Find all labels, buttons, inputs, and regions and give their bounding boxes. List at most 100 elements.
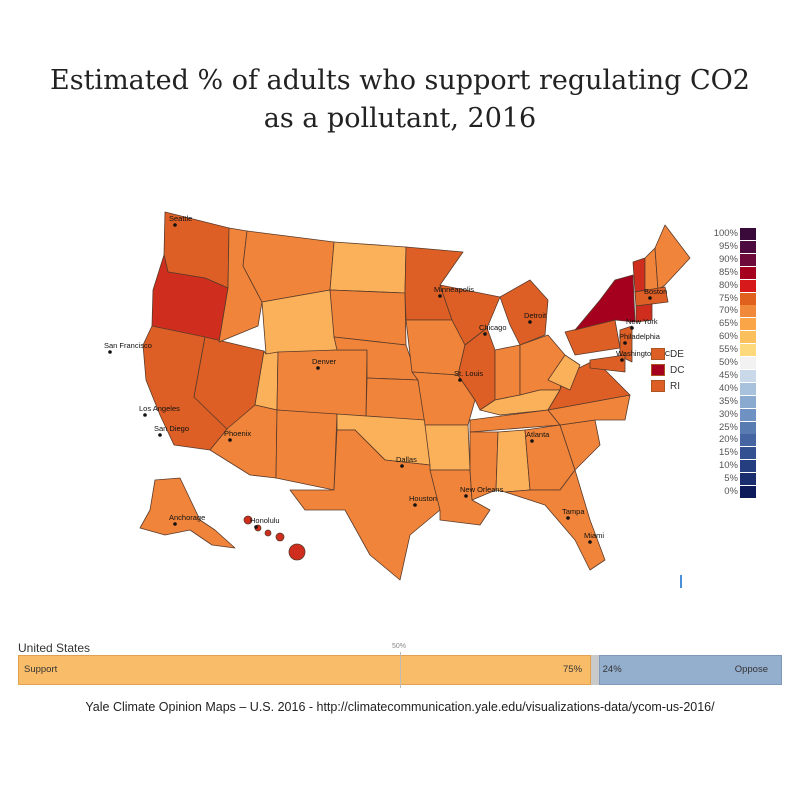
state-ma bbox=[634, 286, 669, 307]
city-dot bbox=[108, 350, 112, 354]
legend-swatch bbox=[740, 305, 756, 318]
legend-label: 10% bbox=[718, 460, 738, 472]
city-dot bbox=[228, 438, 232, 442]
legend-row: 35% bbox=[706, 395, 756, 408]
state-me bbox=[654, 224, 691, 291]
legend-row: 25% bbox=[706, 421, 756, 434]
legend-label: 45% bbox=[718, 369, 738, 381]
oppose-value: 24% bbox=[602, 664, 622, 675]
source-citation: Yale Climate Opinion Maps – U.S. 2016 - … bbox=[85, 700, 715, 714]
city-dot bbox=[458, 378, 462, 382]
small-state-swatch bbox=[651, 380, 665, 392]
state-ct bbox=[635, 303, 653, 323]
state-ak bbox=[139, 477, 236, 549]
legend-label: 30% bbox=[718, 408, 738, 420]
support-bar bbox=[18, 655, 591, 685]
city-label: Miami bbox=[584, 531, 604, 540]
city-label: Minneapolis bbox=[434, 285, 474, 294]
city-dot bbox=[530, 439, 534, 443]
legend-label: 20% bbox=[718, 434, 738, 446]
state-hi-island bbox=[275, 532, 285, 542]
legend-swatch bbox=[740, 279, 756, 292]
legend-swatch bbox=[740, 253, 756, 266]
city-dot bbox=[630, 326, 634, 330]
legend-row: 0% bbox=[706, 486, 756, 498]
text-cursor bbox=[680, 575, 682, 588]
support-value: 75% bbox=[563, 664, 583, 675]
city-label: St. Louis bbox=[454, 369, 483, 378]
legend-row: 100% bbox=[706, 228, 756, 240]
legend-label: 60% bbox=[718, 331, 738, 343]
legend-row: 95% bbox=[706, 240, 756, 253]
city-label: Chicago bbox=[479, 323, 507, 332]
legend-swatch bbox=[740, 421, 756, 434]
legend-label: 55% bbox=[718, 344, 738, 356]
legend-swatch bbox=[740, 408, 756, 421]
legend-label: 0% bbox=[724, 486, 738, 497]
map-title: Estimated % of adults who support regula… bbox=[0, 62, 800, 138]
legend-row: 55% bbox=[706, 344, 756, 357]
legend-row: 65% bbox=[706, 318, 756, 331]
legend-label: 95% bbox=[718, 240, 738, 252]
city-label: San Francisco bbox=[104, 341, 152, 350]
small-state-label: DE bbox=[670, 348, 684, 360]
legend-row: 75% bbox=[706, 292, 756, 305]
state-mi bbox=[499, 279, 549, 346]
legend-row: 30% bbox=[706, 408, 756, 421]
state-al bbox=[495, 429, 531, 493]
city-dot bbox=[158, 433, 162, 437]
city-label: Washington D.C. bbox=[616, 349, 672, 358]
midpoint-label: 50% bbox=[392, 643, 407, 650]
city-label: Detroit bbox=[524, 311, 547, 320]
state-ky bbox=[479, 389, 561, 416]
legend-label: 100% bbox=[713, 228, 738, 239]
legend-row: 50% bbox=[706, 357, 756, 369]
legend-row: 90% bbox=[706, 253, 756, 266]
city-dot bbox=[528, 320, 532, 324]
legend-swatch bbox=[740, 318, 756, 331]
state-sd bbox=[329, 289, 407, 346]
state-nm bbox=[275, 409, 338, 491]
city-label: Atlanta bbox=[526, 430, 550, 439]
city-label: Anchorage bbox=[169, 513, 205, 522]
state-wv bbox=[547, 354, 581, 391]
state-ny bbox=[574, 274, 636, 331]
legend-label: 5% bbox=[724, 473, 738, 485]
city-label: New York bbox=[626, 317, 658, 326]
legend-swatch bbox=[740, 473, 756, 486]
title-line-2: as a pollutant, 2016 bbox=[263, 103, 537, 134]
city-label: Houston bbox=[409, 494, 437, 503]
city-label: Los Angeles bbox=[139, 404, 180, 413]
midpoint-line bbox=[400, 652, 401, 688]
legend-row: 85% bbox=[706, 266, 756, 279]
legend-row: 15% bbox=[706, 447, 756, 460]
city-label: New Orleans bbox=[460, 485, 504, 494]
national-bar: Support 75% 24% Oppose bbox=[18, 655, 782, 685]
city-label: Honolulu bbox=[250, 516, 280, 525]
legend-row: 20% bbox=[706, 434, 756, 447]
legend-label: 65% bbox=[718, 318, 738, 330]
legend-swatch bbox=[740, 240, 756, 253]
title-line-1: Estimated % of adults who support regula… bbox=[50, 65, 750, 96]
city-label: San Diego bbox=[154, 424, 189, 433]
legend-swatch bbox=[740, 369, 756, 382]
legend-swatch bbox=[740, 460, 756, 473]
city-label: Dallas bbox=[396, 455, 417, 464]
neutral-gap bbox=[591, 655, 599, 685]
city-dot bbox=[400, 464, 404, 468]
city-label: Boston bbox=[644, 287, 667, 296]
city-label: Seattle bbox=[169, 214, 192, 223]
city-dot bbox=[483, 332, 487, 336]
legend-swatch bbox=[740, 434, 756, 447]
state-fl bbox=[504, 469, 606, 571]
city-dot bbox=[620, 358, 624, 362]
city-dot bbox=[588, 540, 592, 544]
city-dot bbox=[648, 296, 652, 300]
small-state-label: RI bbox=[670, 380, 680, 392]
small-state-swatch bbox=[651, 348, 665, 360]
small-state-swatch bbox=[651, 364, 665, 376]
small-state-label: DC bbox=[670, 364, 685, 376]
state-ks bbox=[365, 377, 426, 421]
legend-swatch bbox=[740, 395, 756, 408]
